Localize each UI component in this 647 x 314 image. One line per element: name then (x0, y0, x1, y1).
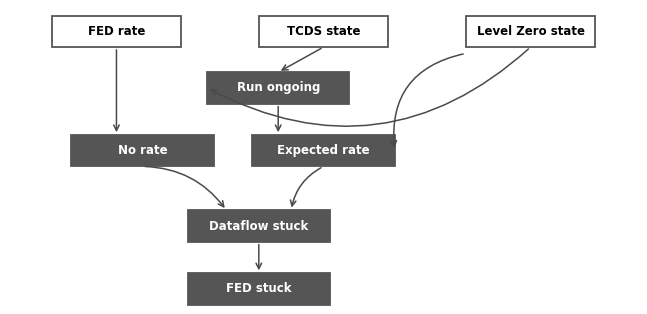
Text: No rate: No rate (118, 144, 167, 157)
FancyBboxPatch shape (259, 16, 388, 47)
Text: FED rate: FED rate (88, 25, 145, 38)
FancyBboxPatch shape (188, 210, 330, 242)
FancyBboxPatch shape (252, 135, 395, 166)
Text: Dataflow stuck: Dataflow stuck (209, 219, 309, 233)
Text: Expected rate: Expected rate (277, 144, 370, 157)
FancyBboxPatch shape (71, 135, 214, 166)
Text: TCDS state: TCDS state (287, 25, 360, 38)
Text: Level Zero state: Level Zero state (477, 25, 584, 38)
Text: FED stuck: FED stuck (226, 282, 292, 295)
Text: Run ongoing: Run ongoing (237, 81, 320, 95)
FancyBboxPatch shape (188, 273, 330, 305)
FancyBboxPatch shape (52, 16, 181, 47)
FancyBboxPatch shape (207, 72, 349, 104)
FancyBboxPatch shape (466, 16, 595, 47)
